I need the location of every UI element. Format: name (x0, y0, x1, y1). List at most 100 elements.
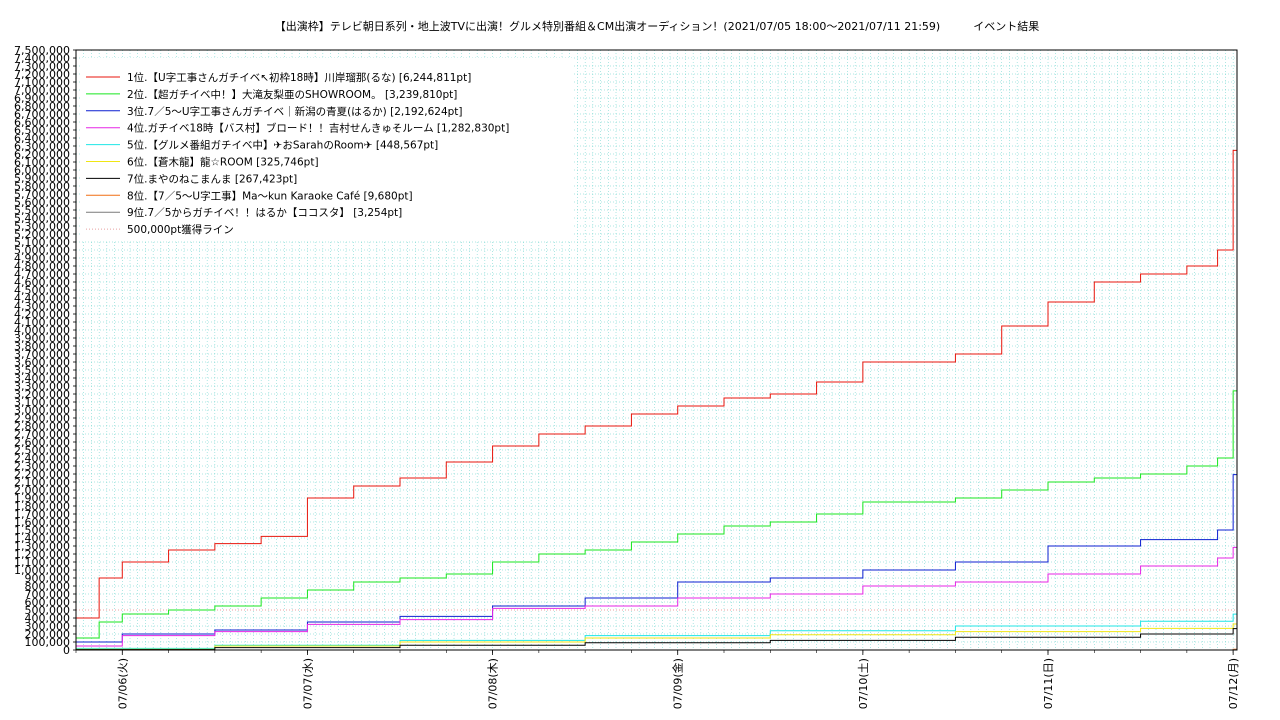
y-tick-label: 2,100,000 (14, 476, 70, 489)
y-tick-label: 6,000,000 (14, 164, 70, 177)
y-tick-label: 6,400,000 (14, 132, 70, 145)
y-tick-label: 6,500,000 (14, 124, 70, 137)
y-tick-label: 3,100,000 (14, 396, 70, 409)
y-tick-label: 6,700,000 (14, 108, 70, 121)
y-tick-label: 2,800,000 (14, 420, 70, 433)
y-tick-label: 2,600,000 (14, 436, 70, 449)
y-tick-label: 800,000 (25, 580, 71, 593)
y-tick-label: 3,300,000 (14, 380, 70, 393)
y-tick-label: 0 (63, 644, 70, 657)
y-tick-label: 1,300,000 (14, 540, 70, 553)
y-tick-label: 200,000 (25, 628, 71, 641)
y-tick-label: 3,600,000 (14, 356, 70, 369)
y-tick-label: 400,000 (25, 612, 71, 625)
y-tick-label: 3,900,000 (14, 332, 70, 345)
y-tick-label: 7,400,000 (14, 52, 70, 65)
y-tick-label: 3,800,000 (14, 340, 70, 353)
y-tick-label: 4,700,000 (14, 268, 70, 281)
y-tick-label: 4,900,000 (14, 252, 70, 265)
y-tick-label: 5,600,000 (14, 196, 70, 209)
y-tick-label: 2,400,000 (14, 452, 70, 465)
x-tick-label: 07/08(木) (487, 658, 500, 709)
y-tick-label: 1,100,000 (14, 556, 70, 569)
series-line-3 (76, 474, 1237, 643)
series-line-5 (76, 613, 1237, 649)
y-tick-label: 5,200,000 (14, 228, 70, 241)
y-tick-label: 6,300,000 (14, 140, 70, 153)
legend-label: 4位.ガチイベ18時【バス村】ブロード！！吉村せんきゅそルーム [1,282,8… (127, 122, 509, 135)
y-tick-label: 5,500,000 (14, 204, 70, 217)
y-tick-label: 500,000 (25, 604, 71, 617)
y-tick-label: 1,700,000 (14, 508, 70, 521)
y-tick-label: 4,200,000 (14, 308, 70, 321)
y-tick-label: 700,000 (25, 588, 71, 601)
y-tick-label: 2,500,000 (14, 444, 70, 457)
y-tick-label: 4,500,000 (14, 284, 70, 297)
y-tick-label: 1,800,000 (14, 500, 70, 513)
y-tick-label: 7,100,000 (14, 76, 70, 89)
y-tick-label: 2,200,000 (14, 468, 70, 481)
legend-label: 500,000pt獲得ライン (127, 223, 234, 236)
y-tick-label: 5,400,000 (14, 212, 70, 225)
y-tick-label: 1,600,000 (14, 516, 70, 529)
y-tick-label: 7,300,000 (14, 60, 70, 73)
y-tick-label: 7,500,000 (14, 44, 70, 57)
x-tick-label: 07/07(水) (301, 658, 314, 709)
y-tick-label: 5,100,000 (14, 236, 70, 249)
y-tick-label: 4,600,000 (14, 276, 70, 289)
legend-label: 6位.【蒼木龍】龍☆ROOM [325,746pt] (127, 156, 319, 169)
x-axis-ticks: 07/06(火) 07/07(水) 07/08(木) 07/09(金) 07/10(土)… (75, 650, 1240, 709)
y-tick-label: 7,000,000 (14, 84, 70, 97)
legend-label: 3位.7／5〜U字工事さんガチイベ｜新潟の青夏(はるか) [2,192,624p… (127, 105, 463, 118)
y-tick-label: 7,200,000 (14, 68, 70, 81)
legend-label: 9位.7／5からガチイベ！！はるか【ココスタ】 [3,254pt] (127, 206, 402, 219)
y-tick-label: 4,000,000 (14, 324, 70, 337)
y-tick-label: 5,800,000 (14, 180, 70, 193)
x-tick-label: 07/11(日) (1042, 658, 1055, 709)
y-tick-label: 6,200,000 (14, 148, 70, 161)
y-tick-label: 5,000,000 (14, 244, 70, 257)
y-tick-label: 3,700,000 (14, 348, 70, 361)
y-tick-label: 1,400,000 (14, 532, 70, 545)
legend-background (80, 58, 572, 241)
y-tick-label: 4,100,000 (14, 316, 70, 329)
y-tick-label: 5,300,000 (14, 220, 70, 233)
y-tick-label: 3,500,000 (14, 364, 70, 377)
legend: 1位.【U字工事さんガチイベ↖初枠18時】川岸瑠那(るな) [6,244,811… (80, 58, 572, 241)
y-tick-label: 2,000,000 (14, 484, 70, 497)
y-tick-label: 100,000 (25, 636, 71, 649)
series-line-2 (76, 390, 1237, 639)
y-tick-label: 6,900,000 (14, 92, 70, 105)
x-tick-label: 07/06(火) (116, 658, 129, 709)
y-tick-label: 3,400,000 (14, 372, 70, 385)
y-tick-label: 3,000,000 (14, 404, 70, 417)
series-line-6 (76, 623, 1237, 650)
legend-label: 2位.【超ガチイベ中！】大滝友梨亜のSHOWROOM。 [3,239,810pt… (127, 88, 457, 101)
y-tick-label: 600,000 (25, 596, 71, 609)
y-tick-label: 6,600,000 (14, 116, 70, 129)
y-tick-label: 1,900,000 (14, 492, 70, 505)
legend-label: 5位.【グルメ番組ガチイベ中】✈おSarahのRoom✈ [448,567pt] (127, 139, 438, 152)
y-tick-label: 6,800,000 (14, 100, 70, 113)
series-line-7 (76, 628, 1237, 651)
y-tick-label: 1,500,000 (14, 524, 70, 537)
y-tick-label: 900,000 (25, 572, 71, 585)
y-tick-label: 4,400,000 (14, 292, 70, 305)
legend-label: 7位.まやのねこまんま [267,423pt] (127, 172, 297, 185)
y-tick-label: 3,200,000 (14, 388, 70, 401)
y-tick-label: 2,700,000 (14, 428, 70, 441)
x-tick-label: 07/10(土) (857, 658, 870, 709)
y-tick-label: 2,300,000 (14, 460, 70, 473)
y-tick-label: 4,800,000 (14, 260, 70, 273)
x-tick-label: 07/12(月) (1227, 658, 1240, 709)
x-tick-label: 07/09(金) (671, 658, 685, 709)
y-tick-label: 1,000,000 (14, 564, 70, 577)
y-tick-label: 300,000 (25, 620, 71, 633)
series-line-1 (76, 149, 1237, 619)
y-tick-label: 2,900,000 (14, 412, 70, 425)
legend-label: 8位.【7／5〜U字工事】Ma〜kun Karaoke Café [9,680p… (127, 189, 413, 202)
y-tick-label: 1,200,000 (14, 548, 70, 561)
y-axis-ticks: 0100,000200,000300,000400,000500,000600,… (14, 44, 76, 657)
y-tick-label: 5,700,000 (14, 188, 70, 201)
